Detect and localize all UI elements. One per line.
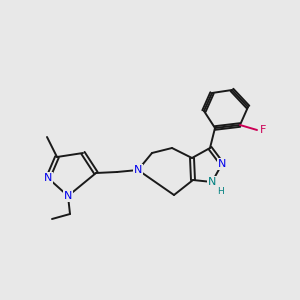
Text: N: N	[44, 173, 52, 183]
Text: H: H	[217, 187, 224, 196]
Text: F: F	[260, 125, 266, 135]
Text: N: N	[134, 165, 142, 175]
Text: N: N	[64, 191, 72, 201]
Text: N: N	[218, 159, 226, 169]
Text: N: N	[208, 177, 216, 187]
